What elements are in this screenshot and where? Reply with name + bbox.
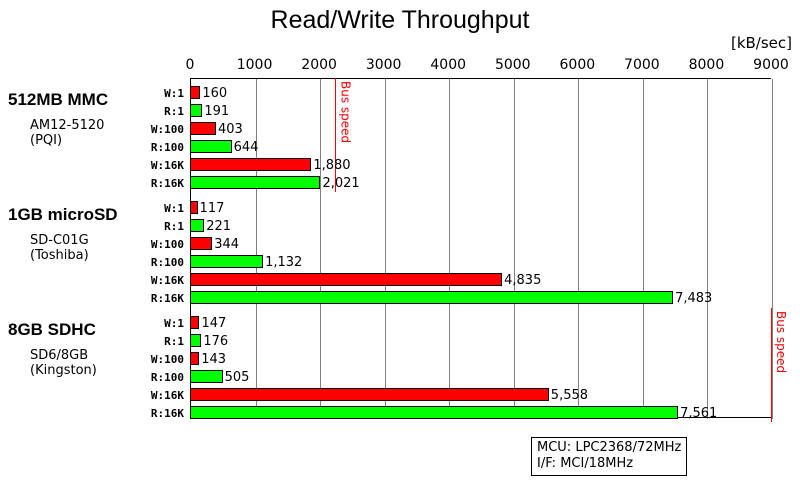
group-title: 8GB SDHC — [8, 320, 96, 339]
bar-write — [190, 158, 312, 171]
bar-value-label: 7,483 — [675, 291, 713, 306]
x-tick-label: 8000 — [688, 57, 725, 73]
group-title: 1GB microSD — [8, 205, 118, 224]
bar-write — [190, 273, 503, 286]
group-model: SD6/8GB (Kingston) — [30, 348, 180, 378]
bar-read — [190, 176, 321, 189]
series-row-label: R:100 — [150, 141, 184, 154]
group-title: 512MB MMC — [8, 90, 109, 109]
series-row-label: R:1 — [164, 220, 184, 233]
config-annotation-box: MCU: LPC2368/72MHz I/F: MCI/18MHz — [531, 437, 688, 476]
group-model-name: AM12-5120 — [30, 118, 105, 133]
bus-speed-line — [771, 308, 772, 422]
series-row-label: R:100 — [150, 371, 184, 384]
bar-value-label: 505 — [224, 370, 250, 385]
series-row-label: W:1 — [164, 202, 184, 215]
axis-unit-label: [kB/sec] — [730, 34, 792, 52]
series-row-label: W:16K — [150, 159, 184, 172]
bar-write — [190, 352, 200, 365]
annotation-mcu: MCU: LPC2368/72MHz — [537, 440, 682, 455]
bar-value-label: 191 — [204, 104, 230, 119]
x-tick-label: 7000 — [624, 57, 660, 73]
bar-value-label: 1,132 — [265, 255, 303, 270]
gridline — [384, 79, 386, 419]
group-model-name: SD6/8GB — [30, 348, 89, 363]
group-vendor-name: (PQI) — [30, 133, 63, 148]
gridline — [772, 79, 773, 419]
bar-read — [190, 406, 679, 419]
bar-value-label: 644 — [233, 140, 259, 155]
bus-speed-label: Bus speed — [338, 81, 353, 144]
series-row-label: W:16K — [150, 389, 184, 402]
x-tick-label: 2000 — [301, 57, 337, 73]
bar-value-label: 1,880 — [313, 158, 351, 173]
bar-read — [190, 219, 205, 232]
bar-read — [190, 104, 203, 117]
series-row-label: W:100 — [150, 238, 184, 251]
gridline — [642, 79, 644, 419]
bar-value-label: 2,021 — [322, 176, 360, 191]
bar-value-label: 160 — [202, 86, 228, 101]
bar-value-label: 7,561 — [680, 406, 718, 421]
series-row-label: R:100 — [150, 256, 184, 269]
bar-value-label: 147 — [201, 316, 227, 331]
series-row-label: R:16K — [150, 407, 184, 420]
gridline — [707, 79, 709, 419]
bar-value-label: 176 — [203, 334, 229, 349]
bar-read — [190, 255, 264, 268]
page-title: Read/Write Throughput — [270, 6, 530, 34]
bar-value-label: 5,558 — [550, 388, 589, 403]
bar-write — [190, 316, 200, 329]
annotation-interface: I/F: MCI/18MHz — [537, 456, 634, 471]
x-tick-label: 6000 — [559, 57, 596, 73]
bar-value-label: 403 — [218, 122, 243, 137]
gridline — [320, 79, 322, 419]
gridline — [449, 79, 451, 419]
group-model: AM12-5120 (PQI) — [30, 118, 180, 148]
series-row-label: W:100 — [150, 123, 184, 136]
bus-speed-label: Bus speed — [774, 311, 788, 374]
bus-speed-line — [335, 78, 337, 192]
bar-write — [190, 86, 201, 99]
bar-read — [190, 370, 223, 383]
group-vendor-name: (Kingston) — [30, 363, 97, 378]
bar-read — [190, 334, 202, 347]
bar-read — [190, 140, 232, 153]
series-row-label: W:16K — [150, 274, 184, 287]
bar-value-label: 143 — [201, 352, 227, 367]
plot-area — [190, 78, 773, 419]
gridline — [513, 79, 515, 419]
x-tick-label: 9000 — [753, 57, 789, 73]
group-model-name: SD-C01G — [30, 233, 89, 248]
bar-value-label: 117 — [199, 201, 225, 216]
x-tick-label: 4000 — [430, 57, 467, 73]
group-model: SD-C01G (Toshiba) — [30, 233, 180, 263]
series-row-label: R:1 — [164, 335, 184, 348]
bar-read — [190, 291, 674, 304]
gridline — [578, 79, 580, 419]
series-row-label: W:1 — [164, 317, 184, 330]
series-row-label: R:16K — [150, 177, 184, 190]
x-tick-label: 5000 — [494, 57, 531, 73]
gridline — [255, 79, 257, 419]
bar-write — [190, 388, 549, 401]
bar-write — [190, 122, 217, 135]
group-vendor-name: (Toshiba) — [30, 248, 89, 263]
x-tick-label: 0 — [185, 57, 195, 73]
bar-value-label: 344 — [214, 237, 240, 252]
bar-write — [190, 237, 213, 250]
bar-write — [190, 201, 198, 214]
bar-value-label: 4,835 — [504, 273, 542, 288]
x-tick-label: 1000 — [236, 57, 273, 73]
series-row-label: W:1 — [164, 87, 184, 100]
x-tick-label: 3000 — [365, 57, 402, 73]
series-row-label: R:16K — [150, 292, 184, 305]
series-row-label: W:100 — [150, 353, 184, 366]
series-row-label: R:1 — [164, 105, 184, 118]
bar-value-label: 221 — [206, 219, 232, 234]
